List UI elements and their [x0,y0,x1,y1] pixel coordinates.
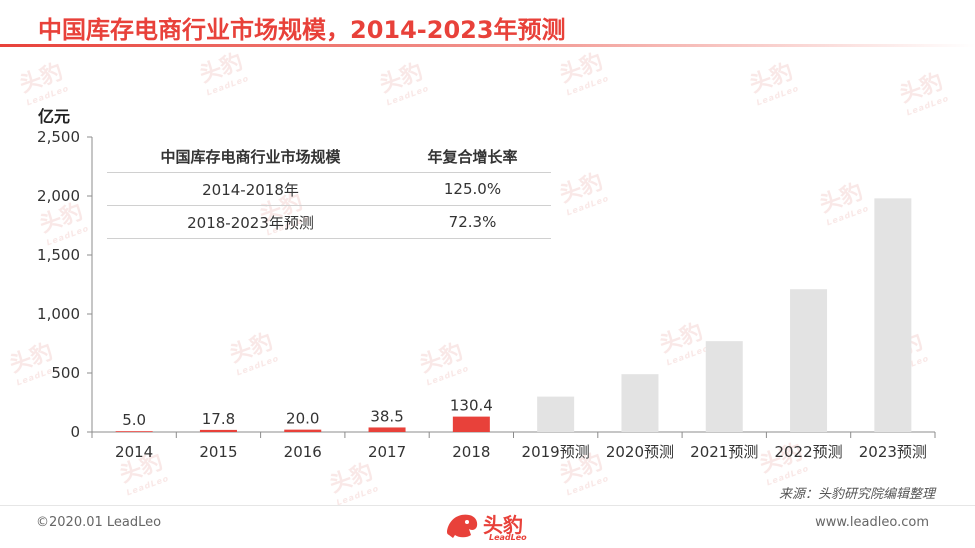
bar [452,416,490,432]
forecast-bar [537,396,575,432]
cagr-table: 中国库存电商行业市场规模 年复合增长率 2014-2018年 125.0% 20… [107,140,551,239]
forecast-bar [790,289,828,432]
x-tick-label: 2015 [199,443,237,461]
data-label: 17.8 [202,410,235,428]
y-tick-label: 0 [70,423,80,441]
forecast-bar [621,374,659,432]
forecast-bar [874,198,912,432]
source-note: 来源：头豹研究院编辑整理 [778,487,935,502]
x-tick-label: 2017 [368,443,406,461]
copyright-text: ©2020.01 LeadLeo [36,515,162,530]
table-row: 2014-2018年 125.0% [107,172,551,206]
data-label: 5.0 [122,411,146,429]
leadleo-logo: 头豹 LeadLeo [441,507,537,543]
data-label: 130.4 [450,397,493,415]
x-tick-label: 2021预测 [690,443,758,461]
x-tick-label: 2016 [284,443,322,461]
title-underline [0,44,975,47]
cagr-header-period: 中国库存电商行业市场规模 [107,140,394,173]
forecast-bar [705,341,743,432]
data-label: 38.5 [370,407,403,425]
cagr-period-cell: 2018-2023年预测 [107,205,394,239]
bar [368,427,406,432]
bar [284,429,322,432]
cagr-table-header-row: 中国库存电商行业市场规模 年复合增长率 [107,140,551,173]
y-tick-label: 1,500 [37,246,80,264]
bar [115,431,153,432]
y-tick-label: 500 [51,364,80,382]
x-tick-label: 2020预测 [606,443,674,461]
y-tick-label: 2,000 [37,187,80,205]
cagr-period-cell: 2014-2018年 [107,172,394,206]
cagr-header-rate: 年复合增长率 [394,140,551,173]
logo-chinese-text: 头豹 [483,513,523,537]
x-tick-label: 2018 [452,443,490,461]
logo-english-text: LeadLeo [489,533,527,542]
x-tick-label: 2022预测 [774,443,842,461]
table-row: 2018-2023年预测 72.3% [107,205,551,239]
footer-divider [0,505,975,506]
leopard-head-icon [447,514,478,538]
x-tick-label: 2014 [115,443,153,461]
y-tick-label: 1,000 [37,305,80,323]
x-tick-label: 2023预测 [859,443,927,461]
website-link[interactable]: www.leadleo.com [815,515,929,530]
y-tick-label: 2,500 [37,128,80,146]
y-axis-unit-label: 亿元 [38,107,71,126]
cagr-rate-cell: 125.0% [394,172,551,206]
data-label: 20.0 [286,410,319,428]
x-tick-label: 2019预测 [522,443,590,461]
page-title: 中国库存电商行业市场规模，2014-2023年预测 [38,16,566,44]
bar [199,429,237,432]
cagr-rate-cell: 72.3% [394,205,551,239]
